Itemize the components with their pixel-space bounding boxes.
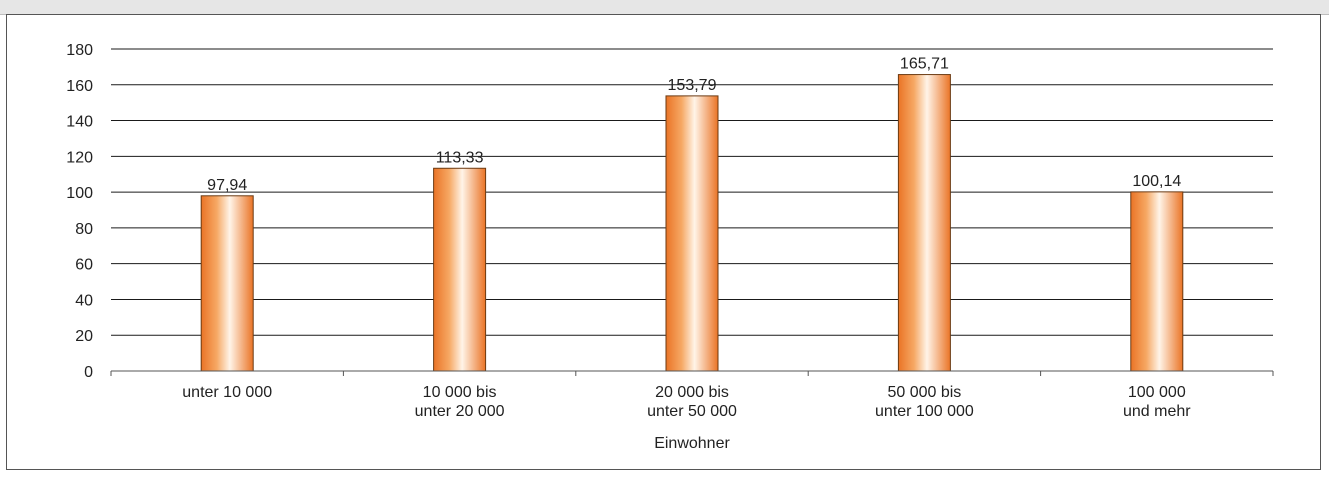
- bar: [665, 95, 719, 372]
- y-tick-label: 60: [75, 257, 93, 274]
- bar-value-label: 100,14: [1132, 173, 1181, 190]
- bar: [897, 74, 951, 372]
- x-axis-category-labels: unter 10 000 10 000 bis unter 20 000 20 000…: [182, 384, 1191, 420]
- bar-value-label: 165,71: [900, 56, 949, 73]
- top-strip: [0, 0, 1329, 15]
- chart-plot: 0 20 40 60 80 100 120 140 160 180 unter 10 000 10 …: [66, 42, 1274, 452]
- x-category-label: 20 000 bis unter 50 000: [647, 384, 737, 420]
- bar: [433, 167, 487, 372]
- y-tick-label: 20: [75, 328, 93, 345]
- x-category-label: 50 000 bis unter 100 000: [875, 384, 974, 420]
- y-tick-label: 120: [66, 149, 93, 166]
- bars: [200, 74, 1184, 372]
- y-tick-label: 100: [66, 185, 93, 202]
- x-category-label: 100 000 und mehr: [1123, 384, 1191, 420]
- y-tick-label: 0: [84, 364, 93, 381]
- y-tick-label: 40: [75, 292, 93, 309]
- bar-value-label: 153,79: [668, 77, 717, 94]
- bar-value-label: 97,94: [207, 177, 247, 194]
- y-tick-label: 180: [66, 42, 93, 59]
- y-tick-label: 140: [66, 114, 93, 131]
- x-axis: [110, 370, 1274, 376]
- data-labels: 97,94 113,33 153,79 165,71 100,14: [207, 56, 1181, 194]
- x-category-label: 10 000 bis unter 20 000: [415, 384, 505, 420]
- chart-frame: 0 20 40 60 80 100 120 140 160 180 unter 10 000 10 …: [6, 14, 1321, 470]
- x-category-label: unter 10 000: [182, 384, 272, 401]
- bar-value-label: 113,33: [436, 149, 484, 166]
- bar: [200, 195, 254, 372]
- bar: [1130, 191, 1184, 372]
- x-axis-title: Einwohner: [654, 435, 730, 452]
- y-axis-tick-labels: 0 20 40 60 80 100 120 140 160 180: [66, 42, 93, 381]
- y-tick-label: 160: [66, 78, 93, 95]
- y-tick-label: 80: [75, 221, 93, 238]
